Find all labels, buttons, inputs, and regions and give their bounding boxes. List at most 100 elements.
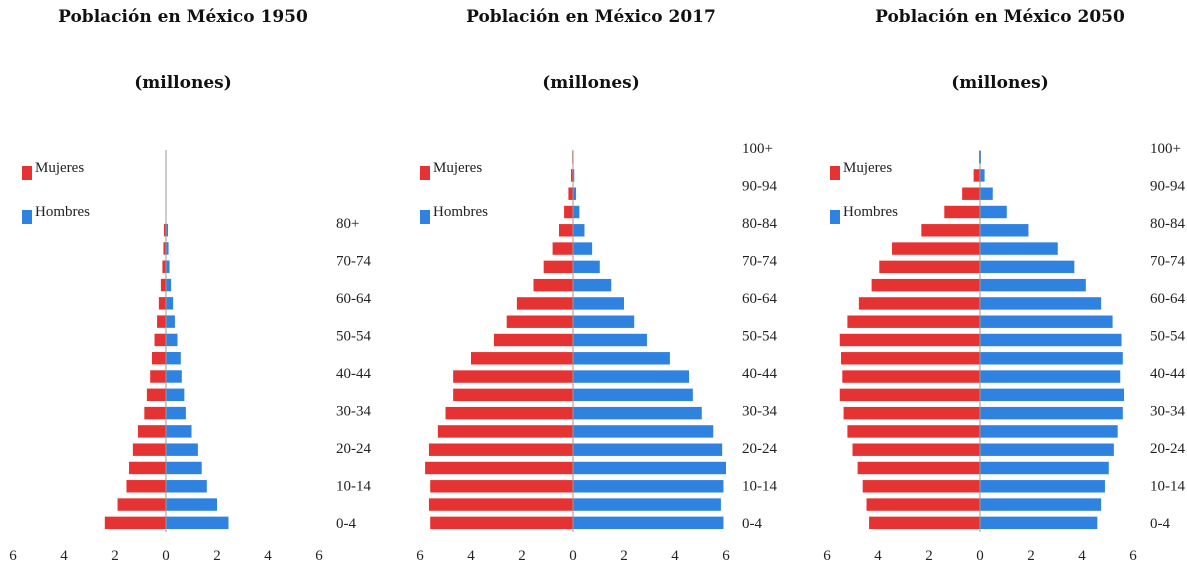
bar-hombres-90-94 <box>573 187 577 200</box>
bar-hombres-15-19 <box>573 461 726 475</box>
x-tick-label: 6 <box>1129 548 1137 564</box>
bar-hombres-100+ <box>980 150 982 164</box>
bar-mujeres-80-84 <box>921 224 980 237</box>
bar-mujeres-10-14 <box>126 480 166 493</box>
age-group-label: 40-44 <box>336 366 371 382</box>
bar-hombres-70-74 <box>166 260 170 273</box>
bar-hombres-40-44 <box>166 370 182 383</box>
bar-mujeres-50-54 <box>493 333 573 347</box>
bar-hombres-55-59 <box>573 315 635 328</box>
age-group-label: 40-44 <box>742 366 777 382</box>
bar-hombres-85-89 <box>980 205 1007 219</box>
legend-swatch-hombres <box>22 210 32 224</box>
bar-mujeres-85-89 <box>564 205 573 219</box>
age-group-label: 10-14 <box>1150 479 1185 495</box>
bar-hombres-80-84 <box>573 224 585 237</box>
bar-hombres-5-9 <box>573 498 721 511</box>
bar-hombres-30-34 <box>980 406 1123 420</box>
x-tick-label: 4 <box>60 548 68 564</box>
age-group-label: 50-54 <box>742 329 777 345</box>
age-group-label: 0-4 <box>742 516 762 532</box>
bar-hombres-80+ <box>166 223 169 237</box>
bar-hombres-15-19 <box>166 461 202 475</box>
bar-hombres-20-24 <box>166 443 198 456</box>
bar-mujeres-30-34 <box>843 406 980 420</box>
bar-mujeres-70-74 <box>879 260 980 274</box>
age-group-label: 90-94 <box>742 179 777 195</box>
bar-hombres-25-29 <box>166 425 192 438</box>
bar-hombres-5-9 <box>166 498 217 511</box>
chart-subtitle: (millones) <box>542 73 640 93</box>
bar-hombres-75-79 <box>166 242 169 255</box>
bar-hombres-40-44 <box>980 370 1121 383</box>
age-group-label: 10-14 <box>336 479 371 495</box>
age-group-label: 80-84 <box>1150 216 1185 232</box>
age-group-label: 40-44 <box>1150 366 1185 382</box>
bar-mujeres-95-99 <box>973 169 980 182</box>
bar-hombres-80-84 <box>980 224 1029 237</box>
bar-hombres-15-19 <box>980 461 1109 475</box>
bar-hombres-25-29 <box>573 425 714 438</box>
bar-hombres-35-39 <box>166 388 185 402</box>
bar-mujeres-35-39 <box>453 388 573 402</box>
bar-mujeres-15-19 <box>425 461 573 475</box>
bar-hombres-10-14 <box>573 480 724 493</box>
bar-mujeres-20-24 <box>852 443 980 456</box>
bar-mujeres-50-54 <box>154 333 166 347</box>
legend-swatch-mujeres <box>22 166 32 180</box>
bar-hombres-65-69 <box>166 278 172 292</box>
chart-subtitle: (millones) <box>134 73 232 93</box>
bar-hombres-10-14 <box>166 480 207 493</box>
bar-hombres-85-89 <box>573 205 580 219</box>
x-tick-label: 6 <box>315 548 323 564</box>
bar-mujeres-5-9 <box>117 498 166 511</box>
bars-group <box>839 150 1125 530</box>
legend-label-mujeres: Mujeres <box>433 160 482 176</box>
bar-mujeres-25-29 <box>847 425 980 438</box>
age-group-label: 60-64 <box>1150 291 1185 307</box>
x-tick-label: 2 <box>925 548 933 564</box>
bar-hombres-20-24 <box>980 443 1114 456</box>
legend-label-hombres: Hombres <box>843 204 898 220</box>
bar-mujeres-40-44 <box>842 370 980 383</box>
age-group-label: 60-64 <box>336 291 371 307</box>
bar-hombres-25-29 <box>980 425 1118 438</box>
bar-hombres-30-34 <box>166 406 186 420</box>
bar-hombres-50-54 <box>980 333 1122 347</box>
bar-mujeres-0-4 <box>869 516 980 530</box>
age-group-label: 100+ <box>1150 141 1181 157</box>
age-group-label: 70-74 <box>336 254 371 270</box>
legend-swatch-mujeres <box>830 166 840 180</box>
chart-title: Población en México 2050 <box>875 7 1125 27</box>
legend-swatch-hombres <box>830 210 840 224</box>
bar-hombres-95-99 <box>573 169 575 182</box>
x-tick-label: 0 <box>569 548 577 564</box>
bar-mujeres-40-44 <box>453 370 573 383</box>
bar-mujeres-30-34 <box>144 406 166 420</box>
age-group-label: 30-34 <box>1150 404 1185 420</box>
age-group-label: 100+ <box>742 141 773 157</box>
bar-mujeres-75-79 <box>892 242 980 255</box>
bar-hombres-45-49 <box>573 352 670 365</box>
bar-mujeres-5-9 <box>428 498 573 511</box>
x-tick-label: 6 <box>416 548 424 564</box>
age-group-label: 30-34 <box>336 404 371 420</box>
x-tick-label: 4 <box>874 548 882 564</box>
legend-label-mujeres: Mujeres <box>843 160 892 176</box>
age-group-label: 90-94 <box>1150 179 1185 195</box>
age-group-label: 20-24 <box>1150 441 1185 457</box>
bar-mujeres-40-44 <box>150 370 166 383</box>
bar-mujeres-90-94 <box>568 187 573 200</box>
bar-mujeres-20-24 <box>428 443 573 456</box>
bar-hombres-65-69 <box>980 278 1086 292</box>
bar-hombres-50-54 <box>573 333 647 347</box>
bar-mujeres-80+ <box>163 223 166 237</box>
age-group-label: 30-34 <box>742 404 777 420</box>
x-tick-label: 2 <box>620 548 628 564</box>
bar-mujeres-100+ <box>978 150 980 164</box>
bar-mujeres-75-79 <box>163 242 166 255</box>
x-tick-label: 2 <box>1027 548 1035 564</box>
bar-mujeres-45-49 <box>151 351 166 365</box>
bar-hombres-0-4 <box>166 516 229 530</box>
